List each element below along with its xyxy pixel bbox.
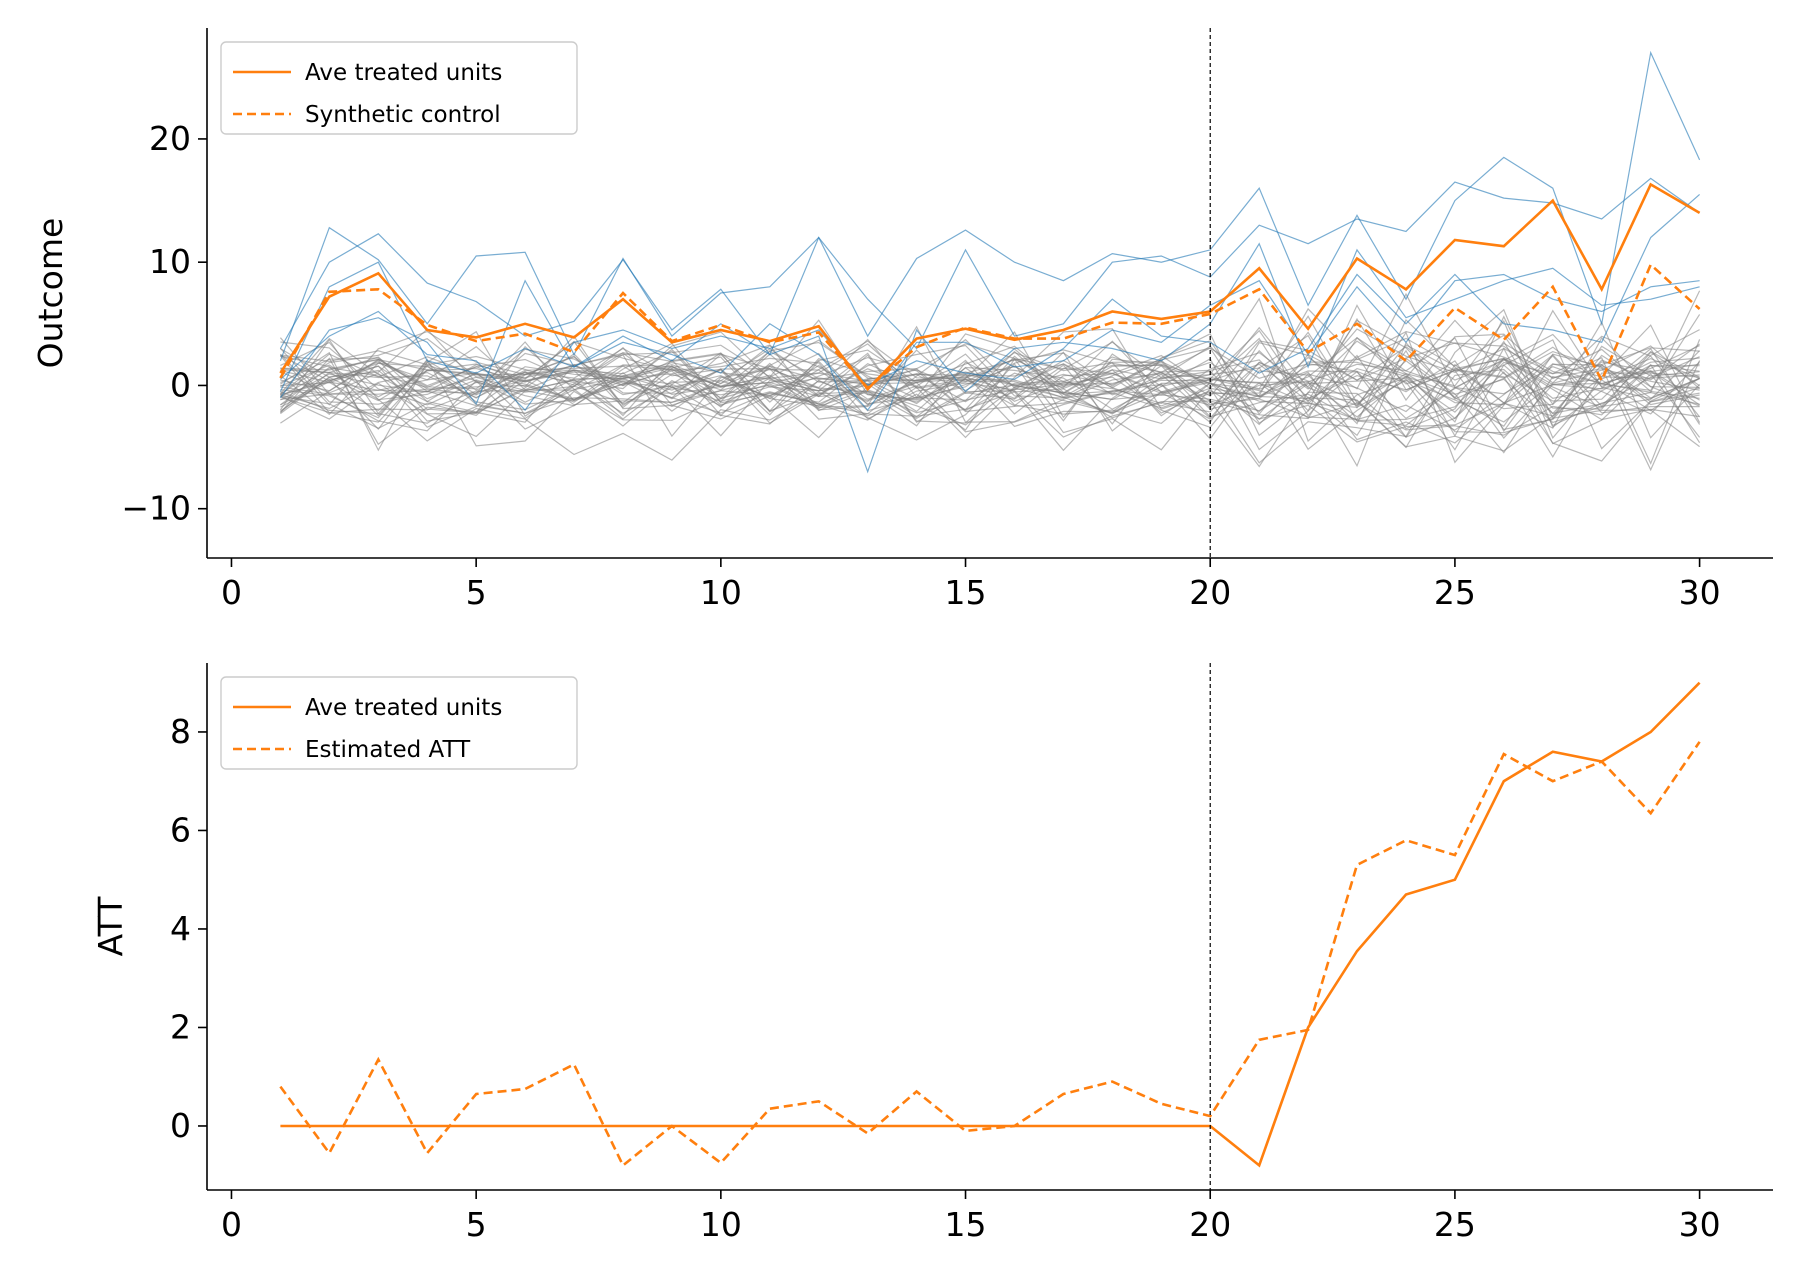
- x-tick-label: 25: [1434, 573, 1476, 612]
- x-tick-label: 0: [221, 1205, 242, 1244]
- outcome-axes: 0 5 10 15 20 25 30 −10 0 10 20 Outcome: [31, 28, 1773, 612]
- outcome-plot-area: [279, 28, 1701, 558]
- control-unit-line: [280, 355, 1700, 461]
- control-unit-line: [280, 340, 1700, 439]
- control-unit-line: [280, 330, 1700, 417]
- y-tick-label: 6: [170, 810, 191, 849]
- legend-box: [220, 676, 578, 770]
- control-unit-line: [280, 356, 1700, 452]
- treated-unit-line: [279, 177, 1700, 356]
- x-tick-label: 0: [221, 573, 242, 612]
- dashed-series-line: [279, 262, 1701, 390]
- x-tick-label: 30: [1679, 1205, 1721, 1244]
- outcome-panel: 0 5 10 15 20 25 30 −10 0 10 20 Outcome Ave treated …: [31, 28, 1773, 612]
- control-unit-line: [279, 319, 1700, 440]
- legend-label: Estimated ATT: [305, 737, 471, 763]
- x-tick-label: 20: [1189, 573, 1231, 612]
- dashed-series-line: [279, 741, 1701, 1168]
- x-tick-label: 5: [466, 573, 487, 612]
- control-unit-line: [280, 337, 1700, 433]
- control-unit-line: [280, 325, 1700, 438]
- y-tick-label: 4: [170, 909, 191, 948]
- legend-label: Ave treated units: [305, 60, 502, 86]
- x-tick-label: 10: [700, 1205, 742, 1244]
- legend-box: [220, 41, 578, 135]
- att-legend: Ave treated units Estimated ATT: [220, 676, 578, 770]
- y-tick-label: 0: [170, 365, 191, 404]
- control-unit-line: [280, 345, 1700, 427]
- legend-label: Synthetic control: [305, 102, 501, 128]
- control-unit-line: [280, 324, 1701, 452]
- x-tick-label: 10: [700, 573, 742, 612]
- att-panel: 0 5 10 15 20 25 30 0 2 4 6 8 ATT Ave treated units Es…: [91, 663, 1773, 1244]
- x-tick-label: 20: [1189, 1205, 1231, 1244]
- control-unit-line: [280, 336, 1700, 439]
- y-tick-label: 2: [170, 1007, 191, 1046]
- att-plot-area: [279, 663, 1701, 1190]
- x-tick-label: 5: [466, 1205, 487, 1244]
- y-tick-label: 20: [149, 119, 191, 158]
- control-unit-line: [280, 352, 1700, 458]
- y-tick-label: 0: [170, 1106, 191, 1145]
- treated-unit-line: [280, 193, 1700, 412]
- outcome-legend: Ave treated units Synthetic control: [220, 41, 578, 135]
- y-axis-label: ATT: [91, 896, 130, 957]
- y-tick-label: 10: [149, 242, 191, 281]
- x-tick-label: 30: [1679, 573, 1721, 612]
- x-tick-label: 25: [1434, 1205, 1476, 1244]
- treated-unit-line: [279, 273, 1700, 412]
- y-axis-label: Outcome: [31, 218, 70, 369]
- legend-label: Ave treated units: [305, 695, 502, 721]
- control-unit-line: [280, 364, 1700, 468]
- treated-unit-line: [279, 242, 1700, 474]
- x-tick-label: 15: [945, 573, 987, 612]
- y-tick-label: 8: [170, 712, 191, 751]
- att-axes: 0 5 10 15 20 25 30 0 2 4 6 8 ATT: [91, 663, 1773, 1244]
- solid-series-line: [280, 681, 1701, 1168]
- y-tick-label: −10: [121, 489, 191, 528]
- x-tick-label: 15: [945, 1205, 987, 1244]
- treated-unit-line: [279, 50, 1701, 362]
